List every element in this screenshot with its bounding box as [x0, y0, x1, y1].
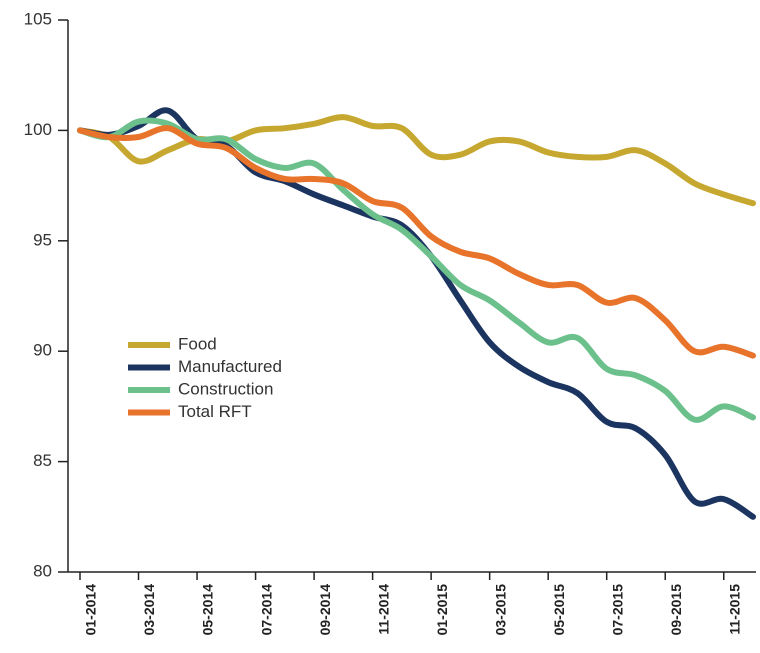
series-line	[77, 125, 756, 359]
y-tick-label: 95	[33, 230, 52, 249]
x-tick-label: 01-2014	[83, 584, 99, 636]
legend-label: Total RFT	[178, 402, 252, 421]
series-line	[77, 117, 756, 423]
y-tick-label: 85	[33, 451, 52, 470]
y-tick-label: 90	[33, 341, 52, 360]
x-tick-label: 05-2014	[200, 584, 216, 636]
x-tick-label: 09-2014	[317, 584, 333, 636]
y-tick-label: 80	[33, 561, 52, 580]
x-tick-label: 03-2015	[492, 584, 508, 636]
x-tick-label: 01-2015	[434, 584, 450, 636]
y-tick-label: 100	[24, 120, 52, 139]
x-tick-label: 11-2015	[726, 584, 742, 635]
legend-label: Construction	[178, 379, 273, 398]
x-tick-label: 07-2015	[609, 584, 625, 636]
x-tick-label: 03-2014	[141, 584, 157, 636]
x-tick-label: 09-2015	[668, 584, 684, 636]
legend-label: Manufactured	[178, 357, 282, 376]
series-line	[77, 107, 756, 520]
x-tick-label: 07-2014	[258, 584, 274, 636]
legend-label: Food	[178, 334, 217, 353]
y-tick-label: 105	[24, 9, 52, 28]
x-tick-label: 11-2014	[375, 584, 391, 635]
x-tick-label: 05-2015	[551, 584, 567, 636]
